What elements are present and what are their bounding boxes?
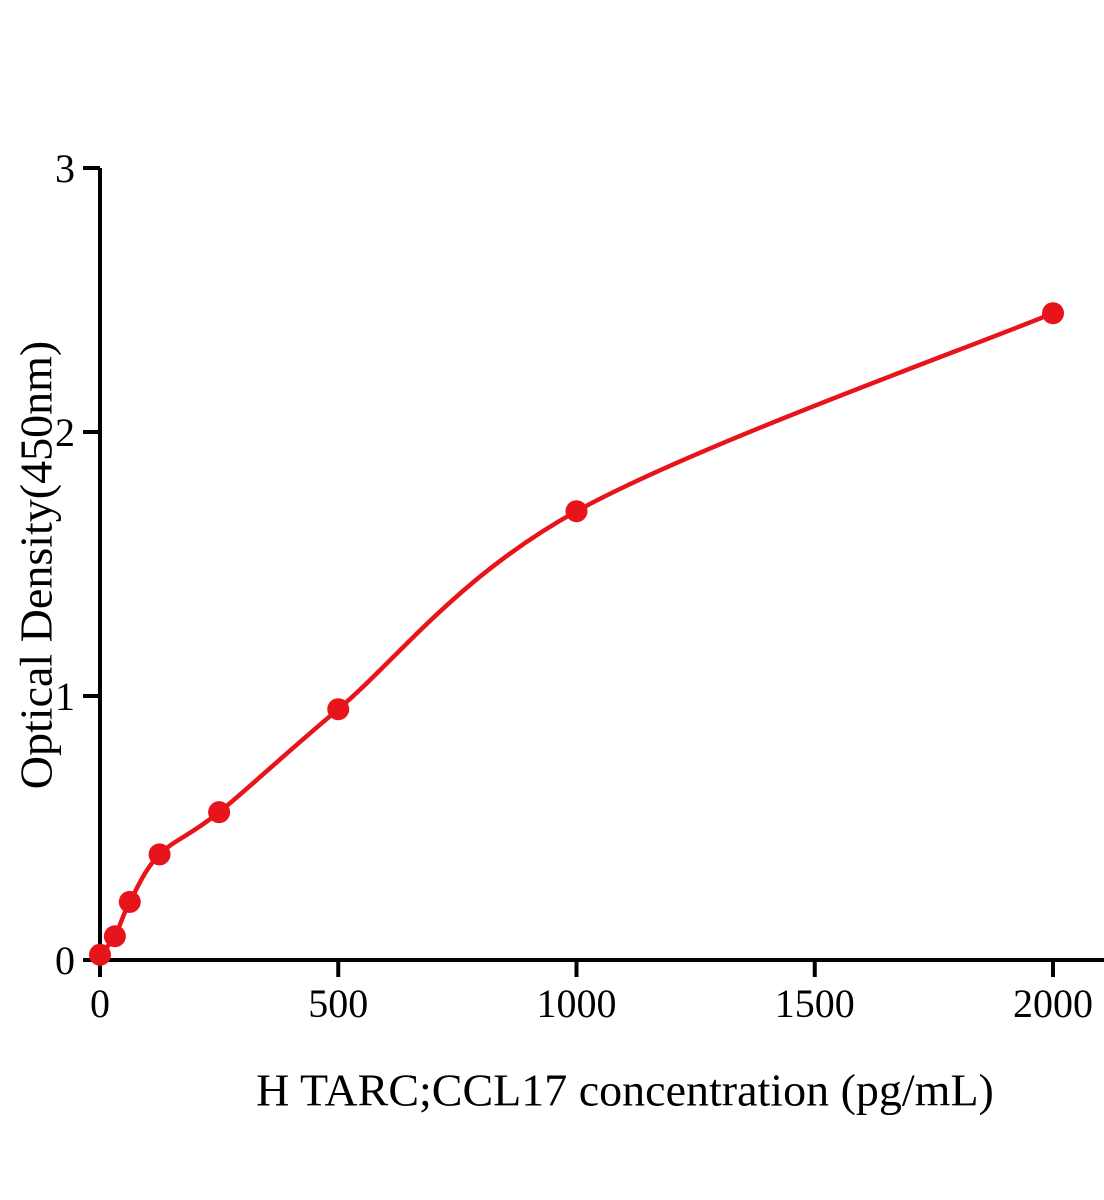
axes	[98, 168, 1104, 962]
x-tick-label: 0	[90, 981, 110, 1026]
x-tick-label: 1000	[537, 981, 617, 1026]
x-axis-title: H TARC;CCL17 concentration (pg/mL)	[256, 1064, 994, 1116]
y-tick-label: 1	[55, 674, 75, 719]
data-point	[1042, 302, 1065, 325]
x-tick-label: 1500	[775, 981, 855, 1026]
data-point	[565, 500, 588, 523]
data-point	[103, 925, 126, 948]
data-point	[118, 890, 141, 913]
y-tick-label: 3	[55, 146, 75, 191]
data-point	[89, 943, 111, 966]
y-axis-title: Optical Density(450nm)	[10, 340, 62, 790]
y-tick-label: 0	[55, 938, 75, 983]
fitted-curve	[97, 310, 1056, 957]
data-point	[208, 801, 231, 824]
y-tick-label: 2	[55, 410, 75, 455]
data-point	[327, 698, 350, 721]
x-tick-label: 2000	[1013, 981, 1093, 1026]
x-tick-label: 500	[308, 981, 368, 1026]
data-point	[148, 843, 171, 866]
